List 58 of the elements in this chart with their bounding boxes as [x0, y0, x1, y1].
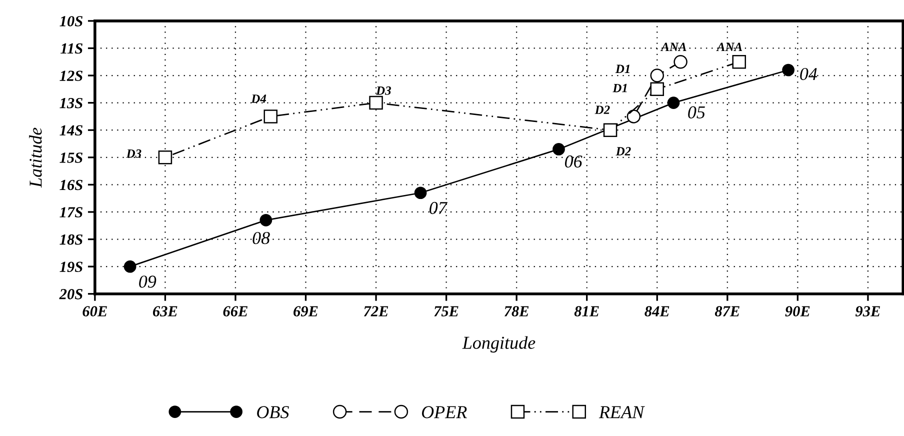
annotation: ANA — [716, 42, 742, 51]
point — [650, 82, 664, 96]
y-tick-label: 12S — [60, 70, 82, 81]
annotation: D1 — [612, 84, 627, 92]
point — [782, 64, 794, 76]
annotation: D2 — [616, 147, 631, 156]
point — [158, 150, 172, 164]
y-tick-label: 14S — [60, 125, 82, 136]
y-tick-label: 13S — [60, 98, 82, 108]
point — [626, 110, 641, 124]
y-tick-label: 11S — [60, 43, 82, 54]
x-tick-label: 60E — [82, 306, 107, 316]
y-tick-label: 15S — [60, 152, 82, 163]
y-tick-label: 16S — [60, 180, 82, 190]
point — [552, 143, 565, 156]
point — [369, 96, 383, 110]
annotation: D1 — [615, 64, 630, 73]
annotation: 09 — [139, 276, 156, 288]
annotation: D3 — [126, 149, 142, 158]
x-axis-title: Longitude — [462, 336, 536, 353]
point — [603, 123, 618, 137]
point — [732, 54, 746, 69]
x-tick-label: 69E — [294, 306, 318, 316]
point — [414, 186, 427, 200]
x-tick-label: 84E — [644, 306, 670, 316]
x-tick-label: 66E — [223, 306, 248, 316]
legend-label: REAN — [598, 406, 645, 418]
x-tick-label: 90E — [785, 306, 810, 316]
y-tick-label: 19S — [60, 262, 82, 272]
y-tick-label: 10S — [60, 16, 82, 26]
annotation: 04 — [800, 68, 818, 80]
point — [260, 214, 272, 226]
annotation: 06 — [564, 155, 582, 168]
point — [264, 110, 278, 124]
annotation: ANA — [660, 42, 686, 51]
annotation: 05 — [688, 106, 705, 118]
x-tick-label: 75E — [434, 306, 458, 316]
x-tick-label: 93E — [855, 306, 880, 316]
annotation: D2 — [594, 106, 610, 114]
x-tick-label: 81E — [574, 306, 599, 316]
x-tick-label: 78E — [504, 306, 529, 316]
x-tick-label: 63E — [152, 306, 178, 316]
y-tick-label: 18S — [60, 234, 82, 245]
annotation: 08 — [252, 232, 270, 244]
y-axis-title: Latitude — [29, 128, 42, 188]
point — [674, 54, 688, 69]
point — [124, 260, 136, 273]
legend-label: OBS — [257, 406, 289, 418]
y-tick-label: 20S — [59, 289, 82, 300]
y-tick-label: 17S — [60, 207, 82, 218]
legend-label: OPER — [422, 406, 467, 418]
annotation: D3 — [376, 86, 391, 95]
x-tick-label: 72E — [364, 306, 388, 316]
x-tick-label: 87E — [714, 306, 740, 316]
point — [650, 68, 664, 82]
point — [667, 96, 680, 109]
annotation: D4 — [251, 94, 266, 103]
annotation: 07 — [430, 202, 448, 214]
